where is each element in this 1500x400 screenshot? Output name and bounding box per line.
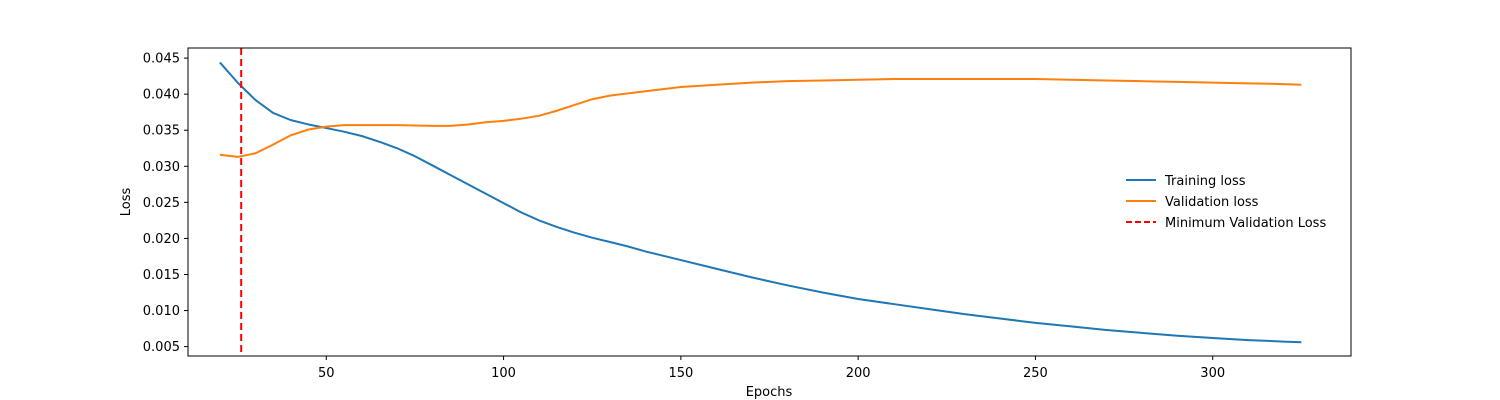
legend-label: Training loss [1164, 174, 1246, 189]
validation-loss-line [219, 78, 1302, 158]
legend-label: Validation loss [1165, 195, 1259, 210]
x-axis-ticks: 50 100 150 200 250 300 [318, 356, 1225, 381]
y-tick-label: 0.030 [143, 160, 180, 175]
x-tick-label: 300 [1200, 366, 1225, 381]
y-tick-label: 0.025 [143, 196, 180, 211]
x-tick-label: 50 [318, 366, 335, 381]
x-tick-label: 100 [491, 366, 516, 381]
x-tick-label: 150 [668, 366, 693, 381]
legend: Training loss Validation loss Minimum Vali… [1126, 174, 1326, 231]
x-tick-label: 200 [846, 366, 871, 381]
y-tick-label: 0.040 [143, 88, 180, 103]
x-tick-label: 250 [1023, 366, 1048, 381]
y-axis-ticks: 0.005 0.010 0.015 0.020 0.025 0.030 0.035 0.040… [143, 52, 188, 355]
training-loss-line [219, 61, 1302, 344]
y-tick-label: 0.045 [143, 52, 180, 67]
series-layer [219, 48, 1302, 356]
y-tick-label: 0.010 [143, 304, 180, 319]
legend-label: Minimum Validation Loss [1165, 216, 1326, 231]
y-tick-label: 0.015 [143, 268, 180, 283]
y-tick-label: 0.035 [143, 124, 180, 139]
y-tick-label: 0.005 [143, 340, 180, 355]
plot-area [188, 48, 1351, 356]
y-tick-label: 0.020 [143, 232, 180, 247]
x-axis-label: Epochs [746, 385, 793, 400]
y-axis-label: Loss [119, 188, 134, 217]
